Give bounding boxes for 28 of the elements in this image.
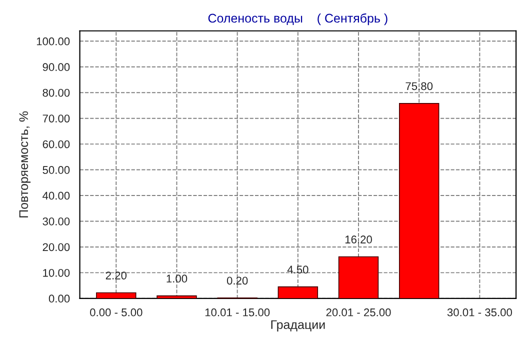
x-axis-title: Градации: [271, 320, 325, 332]
x-tick-label: 10.01 - 15.00: [205, 308, 270, 316]
y-tick-label: 30.00: [42, 218, 70, 226]
data-label: 16.20: [345, 236, 372, 244]
bar: [278, 286, 318, 298]
y-tick-label: 60.00: [42, 140, 70, 148]
x-tick-label: 0.00 - 5.00: [90, 308, 142, 316]
y-tick-label: 40.00: [42, 192, 70, 200]
y-tick-label: 50.00: [42, 166, 70, 174]
chart-title: Соленость воды ( Сентябрь ): [208, 13, 388, 26]
y-tick-label: 70.00: [42, 114, 70, 122]
data-label: 75.80: [406, 82, 433, 90]
y-tick-label: 100.00: [36, 37, 70, 46]
y-tick-label: 80.00: [42, 88, 70, 97]
y-axis-title: Повторяемость, %: [19, 111, 31, 218]
x-tick-label: 20.01 - 25.00: [326, 308, 391, 316]
bar: [338, 256, 379, 298]
bar: [96, 292, 136, 298]
y-tick-label: 10.00: [43, 268, 70, 277]
y-tick-label: 20.00: [42, 243, 70, 252]
data-label: 4.50: [287, 266, 308, 274]
x-tick-label: 30.01 - 35.00: [447, 308, 512, 316]
y-tick-label: 90.00: [42, 63, 70, 72]
y-tick-label: 0.00: [48, 294, 70, 303]
data-label: 2.20: [106, 272, 127, 280]
data-label: 1.00: [166, 274, 188, 283]
bar: [398, 102, 440, 298]
data-label: 0.20: [226, 276, 248, 285]
